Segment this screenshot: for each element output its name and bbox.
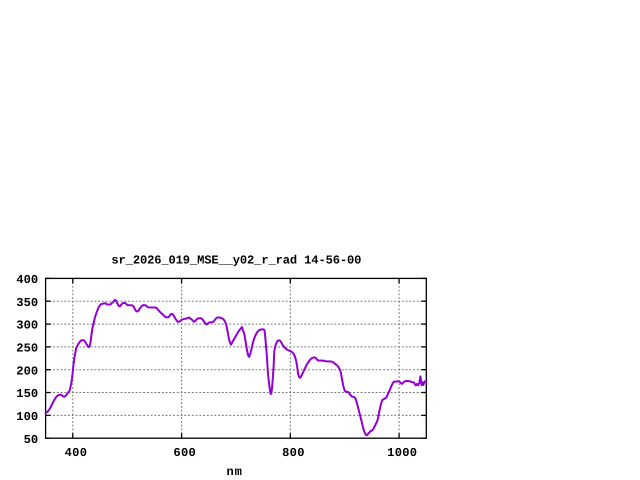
- svg-text:300: 300: [16, 319, 38, 333]
- svg-text:1000: 1000: [387, 446, 417, 460]
- svg-text:400: 400: [65, 446, 87, 460]
- svg-text:200: 200: [16, 364, 38, 378]
- svg-text:100: 100: [16, 410, 38, 424]
- svg-text:250: 250: [16, 342, 38, 356]
- svg-text:50: 50: [24, 433, 39, 447]
- svg-text:400: 400: [16, 273, 38, 287]
- svg-text:nm: nm: [227, 465, 242, 479]
- svg-text:sr_2026_019_MSE__y02_r_rad 14-: sr_2026_019_MSE__y02_r_rad 14-56-00: [111, 254, 361, 268]
- svg-text:600: 600: [173, 446, 195, 460]
- svg-text:800: 800: [282, 446, 304, 460]
- svg-text:350: 350: [16, 296, 38, 310]
- svg-text:150: 150: [16, 387, 38, 401]
